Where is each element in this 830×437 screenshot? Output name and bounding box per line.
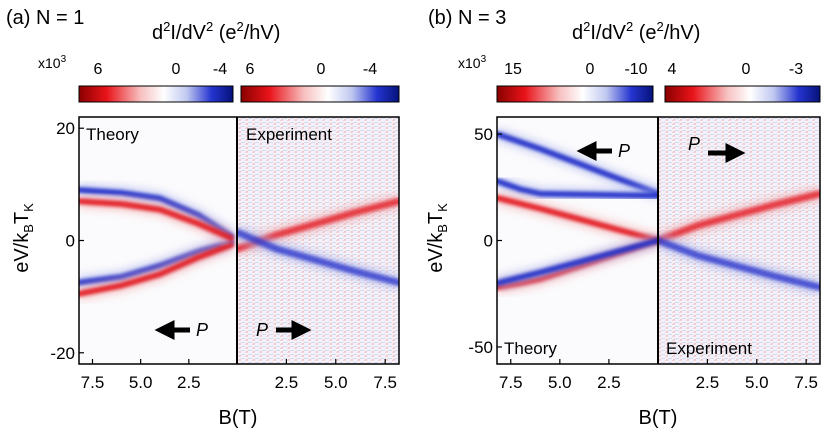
x-tick-label: 5.0	[548, 373, 572, 392]
y-tick-label: -20	[50, 344, 75, 363]
heatmap-feature-line	[237, 228, 399, 287]
panel-b-theory-label: Theory	[504, 339, 557, 358]
colorbar-tick-label: 6	[94, 61, 103, 78]
panel-b-colorbar-title: d2I/dV2 (e2/hV)	[572, 19, 700, 44]
colorbar-tick-label: -4	[363, 61, 377, 78]
panel-b-xlabel: B(T)	[639, 407, 678, 429]
panel-a-axes: 20 0 -20 7.5 5.0 2.5 2.5 5.0 7.5	[50, 119, 397, 392]
colorbar-tick-label: 0	[742, 61, 751, 78]
x-tick-label: 7.5	[81, 373, 105, 392]
panel-b-colorbar-theory: 15 0 -10	[496, 61, 654, 103]
x-tick-label: 2.5	[696, 373, 720, 392]
panel-a-colorbar-experiment: 6 0 -4	[240, 61, 400, 103]
panel-b: (b) N = 3 d2I/dV2 (e2/hV) x103 15 0 -10 …	[425, 7, 821, 429]
panel-b-label: (b) N = 3	[428, 7, 506, 29]
x-tick-label: 2.5	[177, 373, 201, 392]
panel-a-label: (a) N = 1	[6, 7, 84, 29]
panel-b-polarization-right-arrow: P	[688, 134, 746, 163]
x-tick-label: 2.5	[275, 373, 299, 392]
polarization-label: P	[618, 141, 630, 161]
x-tick-label: 2.5	[597, 373, 621, 392]
x-tick-label: 7.5	[794, 373, 818, 392]
heatmap-feature-line	[658, 237, 820, 291]
polarization-label: P	[196, 320, 208, 340]
panel-a-colorbar-theory: 6 0 -4	[78, 61, 234, 103]
y-tick-label: -50	[468, 338, 493, 357]
colorbar-tick-label: 6	[246, 61, 255, 78]
panel-b-colorbar-experiment: 4 0 -3	[664, 61, 821, 103]
panel-a-colorbar-title: d2I/dV2 (e2/hV)	[152, 19, 280, 44]
heatmap-feature-line	[79, 242, 235, 297]
colorbar-tick-label: 0	[317, 61, 326, 78]
x-tick-label: 5.0	[324, 373, 348, 392]
colorbar-tick-label: 4	[668, 61, 677, 78]
x-tick-label: 7.5	[373, 373, 397, 392]
colorbar-tick-label: -10	[624, 61, 647, 78]
panel-a-ylabel: eV/kBTK	[11, 203, 36, 273]
panel-a-polarization-left-arrow: P	[154, 320, 208, 340]
heatmap-feature-line	[79, 198, 235, 242]
panel-a: (a) N = 1 d2I/dV2 (e2/hV) x103 6 0 -4 6 …	[6, 7, 400, 429]
experiment-features	[658, 185, 820, 296]
heatmap-feature-line	[497, 131, 658, 197]
panel-a-colorbar-scale: x103	[38, 54, 67, 71]
y-tick-label: 50	[474, 125, 493, 144]
heatmap-feature-line	[497, 177, 658, 199]
x-tick-label: 5.0	[745, 373, 769, 392]
colorbar-tick-label: 0	[172, 61, 181, 78]
panel-a-experiment-label: Experiment	[246, 125, 332, 144]
panel-a-xlabel: B(T)	[219, 407, 258, 429]
colorbar-tick-label: 0	[586, 61, 595, 78]
colorbar-tick-label: -3	[789, 61, 803, 78]
panel-a-theory-label: Theory	[86, 125, 139, 144]
panel-b-colorbar-scale: x103	[458, 54, 487, 71]
panel-a-polarization-right-arrow: P	[256, 320, 312, 340]
panel-b-theory-heatmap	[497, 117, 658, 364]
panel-b-experiment-heatmap	[658, 117, 820, 364]
colorbar-tick-label: -4	[213, 61, 227, 78]
theory-features	[79, 183, 235, 301]
panel-b-polarization-left-arrow: P	[576, 141, 630, 161]
panel-a-experiment-heatmap	[237, 117, 399, 364]
polarization-label: P	[256, 320, 268, 340]
experiment-features	[237, 193, 399, 291]
x-tick-label: 5.0	[129, 373, 153, 392]
x-tick-label: 7.5	[499, 373, 523, 392]
polarization-label: P	[688, 134, 700, 154]
y-tick-label: 20	[56, 119, 75, 138]
panel-b-ylabel: eV/kBTK	[425, 203, 450, 273]
panel-b-axes: 50 0 -50 7.5 5.0 2.5 2.5 5.0 7.5	[468, 125, 818, 392]
colorbar-tick-label: 15	[504, 61, 522, 78]
y-tick-label: 0	[66, 232, 75, 251]
panel-b-experiment-label: Experiment	[666, 339, 752, 358]
panel-a-theory-heatmap	[79, 117, 237, 364]
heatmap-feature-line	[497, 194, 658, 244]
heatmap-feature-line	[497, 237, 658, 287]
theory-features	[497, 127, 658, 295]
y-tick-label: 0	[484, 232, 493, 251]
